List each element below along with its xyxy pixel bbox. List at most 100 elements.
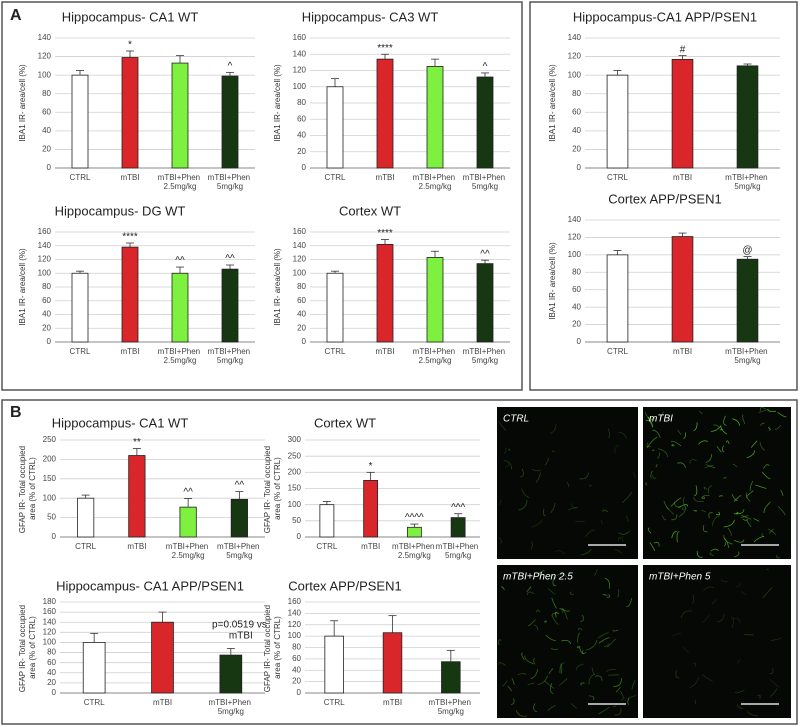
significance-label: ^^	[480, 249, 490, 260]
x-tick-label: mTBI	[375, 347, 394, 356]
x-tick-label: mTBI	[120, 173, 139, 182]
fiber	[746, 450, 756, 459]
y-tick-label: 40	[42, 126, 51, 135]
fiber	[537, 675, 549, 685]
x-tick-label: mTBI+Phen 5mg/kg	[208, 698, 253, 716]
y-tick-label: 120	[43, 627, 57, 636]
y-tick-label: 100	[43, 493, 57, 502]
fiber	[598, 637, 610, 644]
fiber	[755, 484, 767, 489]
fiber	[767, 408, 776, 412]
fiber	[710, 425, 722, 432]
y-tick-label: 20	[42, 323, 51, 332]
error-bar	[81, 494, 90, 499]
x-tick-label: mTBI+Phen 5mg/kg	[208, 173, 253, 191]
x-tick-label: mTBI+Phen 5mg/kg	[217, 542, 262, 560]
fiber	[680, 610, 692, 619]
bar	[326, 86, 344, 169]
fiber	[780, 489, 784, 497]
fiber	[580, 614, 585, 623]
fiber	[742, 518, 748, 521]
fiber	[711, 598, 718, 605]
fiber	[533, 657, 536, 665]
y-tick-label: 20	[297, 147, 306, 156]
fiber	[677, 462, 686, 468]
fiber	[703, 486, 708, 490]
panel-frame	[529, 1, 798, 391]
y-tick-label: 40	[297, 310, 306, 319]
error-bar	[410, 523, 419, 528]
fiber	[703, 586, 714, 591]
fiber	[708, 512, 713, 519]
y-tick-label: 80	[292, 643, 301, 652]
fiber	[655, 464, 658, 468]
y-tick-label: 80	[47, 648, 56, 657]
fiber	[753, 518, 760, 522]
y-tick-label: 40	[292, 665, 301, 674]
y-tick-label: 100	[288, 500, 302, 509]
error-bar	[743, 63, 752, 66]
y-tick-label: 140	[38, 241, 52, 250]
y-tick-label: 40	[572, 302, 581, 311]
fiber	[591, 667, 596, 676]
error-bar	[454, 513, 463, 518]
fiber	[502, 680, 508, 687]
fiber	[614, 444, 619, 454]
fiber	[705, 464, 716, 468]
fiber	[561, 607, 564, 613]
x-tick-label: mTBI	[673, 173, 692, 182]
fiber	[709, 552, 714, 557]
y-axis-label: GFAP IR- Total occupied area (% of CTRL)	[263, 603, 282, 693]
fiber	[715, 511, 721, 516]
fiber	[670, 440, 682, 447]
y-tick-label: 40	[47, 668, 56, 677]
error-bar	[126, 242, 134, 248]
fiber	[530, 669, 539, 680]
fiber	[702, 524, 708, 533]
fiber	[734, 689, 745, 694]
y-tick-label: 100	[293, 268, 307, 277]
y-tick-label: 160	[293, 227, 307, 236]
fiber	[537, 570, 545, 575]
fiber	[608, 428, 610, 439]
x-tick-label: mTBI+Phen 2.5mg/kg	[158, 347, 203, 365]
fiber	[556, 573, 568, 578]
fiber	[594, 675, 603, 681]
y-tick-label: 0	[577, 163, 582, 172]
micrograph	[497, 565, 638, 718]
fiber	[716, 446, 722, 453]
fiber	[561, 639, 572, 645]
fiber	[518, 499, 528, 511]
fiber	[588, 673, 596, 685]
fiber	[555, 611, 558, 618]
significance-label: **	[133, 437, 141, 448]
bar	[671, 58, 694, 169]
fiber	[579, 472, 590, 480]
fiber	[498, 421, 507, 431]
fiber	[693, 496, 704, 503]
fiber	[588, 695, 595, 701]
chart-title: Cortex APP/PSEN1	[608, 191, 721, 206]
fiber	[551, 615, 559, 625]
chart-title: Hippocampus- CA3 WT	[302, 9, 439, 24]
y-tick-label: 200	[288, 467, 302, 476]
y-tick-label: 120	[293, 255, 307, 264]
x-tick-label: mTBI+Phen 5mg/kg	[725, 347, 770, 365]
y-axis-label: IBA1 IR- area/cell (%)	[273, 248, 282, 326]
bar	[171, 272, 189, 343]
fiber	[663, 500, 670, 510]
bar	[476, 76, 494, 169]
fiber	[551, 597, 557, 609]
micrograph	[497, 407, 638, 559]
y-tick-label: 150	[43, 474, 57, 483]
fiber	[732, 617, 741, 624]
fiber	[570, 502, 577, 510]
error-bar	[132, 448, 141, 456]
y-tick-label: 120	[288, 620, 302, 629]
bar	[736, 258, 759, 343]
fiber	[645, 482, 648, 486]
error-bar	[613, 70, 622, 76]
y-tick-label: 140	[38, 33, 52, 42]
fiber	[614, 549, 622, 554]
y-tick-label: 100	[38, 268, 52, 277]
